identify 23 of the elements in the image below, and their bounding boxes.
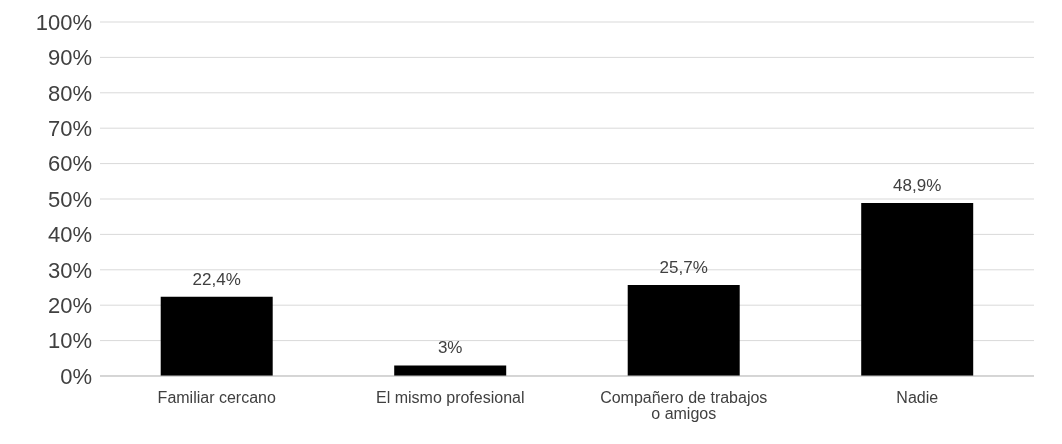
y-tick-label: 20% — [47, 293, 92, 319]
data-label: 48,9% — [893, 175, 942, 195]
y-tick-label: 40% — [47, 222, 92, 248]
x-tick-label: Familiar cercano — [157, 389, 276, 407]
y-tick-label: 90% — [47, 45, 92, 71]
y-tick-label: 80% — [47, 80, 92, 106]
bar — [160, 296, 273, 376]
data-label: 3% — [437, 338, 463, 358]
x-tick-label: Nadie — [896, 389, 939, 407]
y-tick-label: 30% — [47, 257, 92, 283]
y-tick-label: 60% — [47, 151, 92, 177]
y-tick-label: 0% — [60, 363, 92, 389]
y-tick-label: 50% — [47, 186, 92, 212]
x-tick-label: El mismo profesional — [376, 389, 525, 407]
y-tick-label: 10% — [47, 328, 92, 354]
y-tick-label: 100% — [35, 9, 92, 35]
data-label: 22,4% — [192, 269, 241, 289]
bar — [861, 202, 974, 376]
x-tick-label: Compañero de trabajos o amigos — [600, 389, 768, 423]
y-tick-label: 70% — [47, 116, 92, 142]
bar — [394, 365, 507, 376]
bar — [627, 285, 740, 376]
data-label: 25,7% — [659, 258, 708, 278]
